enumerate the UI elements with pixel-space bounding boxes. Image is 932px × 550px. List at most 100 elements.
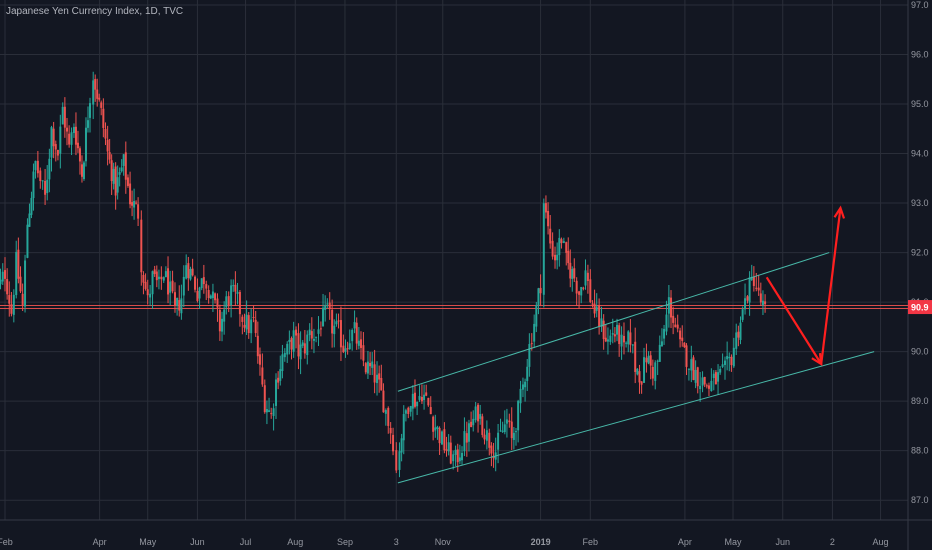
candle-body [279, 369, 282, 381]
candle-body [582, 287, 585, 289]
candle-body [593, 303, 596, 314]
candle-body [322, 307, 325, 327]
candle-body [696, 367, 699, 387]
candle-body [443, 429, 446, 451]
candle-body [528, 343, 531, 367]
candle-body [238, 291, 241, 315]
candle-body [434, 427, 437, 431]
candle-body [530, 343, 533, 345]
candle-body [600, 318, 603, 327]
candle-body [205, 284, 208, 289]
candle-body [247, 315, 250, 334]
candle-body [44, 180, 47, 195]
x-tick-label: Jun [190, 537, 205, 547]
candle-body [221, 318, 224, 332]
candle-body [308, 329, 311, 336]
candle-body [270, 413, 273, 415]
candle-body [225, 296, 228, 308]
y-tick-label: 89.0 [911, 396, 929, 406]
x-tick-label: 2019 [531, 537, 551, 547]
candle-body [281, 354, 284, 372]
candle-body [699, 385, 702, 390]
candle-body [470, 421, 473, 428]
candle-body [26, 224, 29, 258]
candle-body [665, 314, 668, 332]
candle-body [0, 279, 2, 285]
candle-body [752, 276, 755, 286]
candle-body [739, 322, 742, 340]
candle-body [479, 414, 482, 419]
candle-body [110, 160, 113, 182]
candle-body [438, 428, 441, 444]
candle-body [200, 278, 203, 289]
candle-body [418, 396, 421, 400]
candle-body [613, 334, 616, 337]
candle-body [645, 357, 648, 363]
candle-body [120, 167, 123, 172]
candle-body [268, 410, 271, 412]
candle-body [169, 281, 172, 293]
x-tick-label: Aug [287, 537, 303, 547]
candle-body [56, 149, 59, 156]
candle-body [580, 286, 583, 296]
candle-body [342, 345, 345, 353]
y-tick-label: 92.0 [911, 248, 929, 258]
candle-body [458, 457, 461, 462]
candle-body [519, 388, 522, 404]
candle-body [636, 368, 639, 375]
candle-body [658, 344, 661, 362]
candle-body [202, 277, 205, 285]
candle-body [112, 168, 115, 184]
candle-body [198, 287, 201, 299]
candle-body [622, 335, 625, 343]
candle-body [70, 132, 73, 145]
candle-body [194, 276, 197, 290]
candle-body [122, 154, 125, 166]
candle-body [196, 291, 199, 301]
candle-body [104, 128, 107, 139]
candle-body [353, 322, 356, 329]
candle-body [413, 392, 416, 407]
candle-body [176, 297, 179, 306]
candle-body [263, 385, 266, 413]
candle-body [404, 410, 407, 414]
candle-body [135, 202, 138, 204]
candle-body [272, 408, 275, 416]
candle-body [510, 421, 513, 439]
candle-body [218, 309, 221, 332]
candle-body [24, 260, 27, 307]
candle-body [420, 396, 423, 402]
candle-body [728, 357, 731, 359]
candle-body [82, 162, 85, 179]
candle-body [672, 315, 675, 323]
candle-body [137, 204, 140, 219]
candle-body [315, 336, 318, 338]
candle-body [499, 430, 502, 432]
candle-body [78, 148, 81, 162]
x-tick-label: May [139, 537, 157, 547]
candle-body [634, 341, 637, 372]
candle-body [551, 240, 554, 257]
candle-body [187, 263, 190, 278]
candle-body [344, 348, 347, 352]
candle-body [19, 276, 22, 292]
candle-body [275, 379, 278, 406]
candle-body [76, 142, 79, 149]
y-tick-label: 96.0 [911, 49, 929, 59]
candle-body [571, 269, 574, 279]
candle-body [339, 320, 342, 348]
candle-body [133, 200, 136, 208]
candle-body [618, 325, 621, 344]
candle-body [290, 338, 293, 350]
candle-body [74, 126, 77, 145]
candle-body [241, 316, 244, 322]
candle-body [387, 407, 390, 426]
candle-body [407, 407, 410, 414]
candle-body [490, 445, 493, 454]
candle-body [164, 271, 167, 278]
candle-body [34, 160, 37, 171]
candle-body [569, 262, 572, 279]
candle-body [118, 172, 121, 175]
candle-body [707, 385, 710, 389]
candle-body [41, 180, 44, 182]
